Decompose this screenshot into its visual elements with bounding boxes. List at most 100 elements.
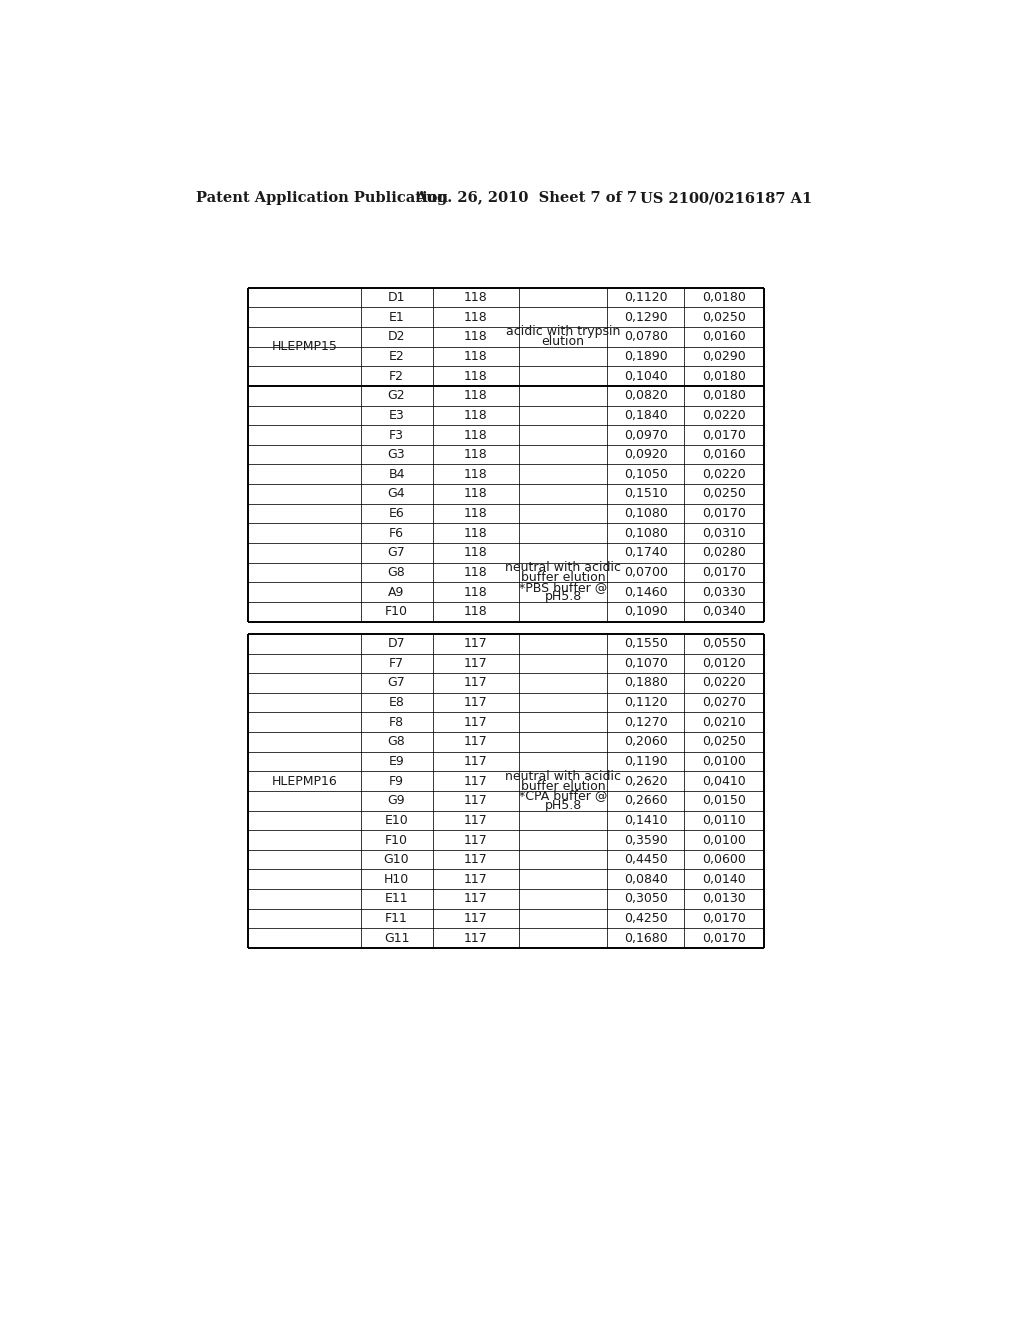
Text: 118: 118 <box>464 606 487 618</box>
Text: 0,0270: 0,0270 <box>702 696 745 709</box>
Text: 0,0160: 0,0160 <box>702 330 745 343</box>
Text: D7: D7 <box>388 638 406 651</box>
Text: 0,1190: 0,1190 <box>624 755 668 768</box>
Text: Patent Application Publication: Patent Application Publication <box>197 191 449 206</box>
Text: HLEPMP16: HLEPMP16 <box>271 775 337 788</box>
Text: US 2100/0216187 A1: US 2100/0216187 A1 <box>640 191 812 206</box>
Text: G2: G2 <box>388 389 406 403</box>
Text: 117: 117 <box>464 657 487 669</box>
Text: G9: G9 <box>388 795 406 808</box>
Text: 0,0780: 0,0780 <box>624 330 668 343</box>
Text: 117: 117 <box>464 755 487 768</box>
Text: 117: 117 <box>464 735 487 748</box>
Text: 0,2660: 0,2660 <box>624 795 668 808</box>
Text: 118: 118 <box>464 350 487 363</box>
Text: 117: 117 <box>464 833 487 846</box>
Text: E9: E9 <box>389 755 404 768</box>
Text: 118: 118 <box>464 389 487 403</box>
Text: E8: E8 <box>388 696 404 709</box>
Text: 117: 117 <box>464 853 487 866</box>
Text: 0,0920: 0,0920 <box>624 449 668 461</box>
Text: 0,4450: 0,4450 <box>624 853 668 866</box>
Text: 118: 118 <box>464 507 487 520</box>
Text: E1: E1 <box>389 310 404 323</box>
Text: D2: D2 <box>388 330 406 343</box>
Text: Aug. 26, 2010  Sheet 7 of 7: Aug. 26, 2010 Sheet 7 of 7 <box>415 191 637 206</box>
Text: 0,0100: 0,0100 <box>702 755 745 768</box>
Text: 0,1550: 0,1550 <box>624 638 668 651</box>
Text: 118: 118 <box>464 409 487 422</box>
Text: G8: G8 <box>388 735 406 748</box>
Text: 0,1740: 0,1740 <box>624 546 668 560</box>
Text: G11: G11 <box>384 932 410 945</box>
Text: F10: F10 <box>385 833 408 846</box>
Text: 0,0410: 0,0410 <box>702 775 745 788</box>
Text: 0,0180: 0,0180 <box>702 389 745 403</box>
Text: F8: F8 <box>389 715 404 729</box>
Text: 0,0170: 0,0170 <box>702 912 745 925</box>
Text: 0,0140: 0,0140 <box>702 873 745 886</box>
Text: 118: 118 <box>464 527 487 540</box>
Text: 0,0840: 0,0840 <box>624 873 668 886</box>
Text: E3: E3 <box>389 409 404 422</box>
Text: 118: 118 <box>464 467 487 480</box>
Text: 0,1460: 0,1460 <box>624 586 668 598</box>
Text: 0,1120: 0,1120 <box>624 292 668 304</box>
Text: 0,0220: 0,0220 <box>702 409 745 422</box>
Text: 0,1120: 0,1120 <box>624 696 668 709</box>
Text: 118: 118 <box>464 449 487 461</box>
Text: 0,0290: 0,0290 <box>702 350 745 363</box>
Text: 117: 117 <box>464 715 487 729</box>
Text: buffer elution: buffer elution <box>521 572 605 583</box>
Text: buffer elution: buffer elution <box>521 780 605 792</box>
Text: 0,1290: 0,1290 <box>624 310 668 323</box>
Text: 0,0170: 0,0170 <box>702 507 745 520</box>
Text: 0,0600: 0,0600 <box>702 853 745 866</box>
Text: pH5.8: pH5.8 <box>545 590 582 603</box>
Text: 0,0210: 0,0210 <box>702 715 745 729</box>
Text: 117: 117 <box>464 795 487 808</box>
Text: 0,0170: 0,0170 <box>702 429 745 441</box>
Text: 0,0250: 0,0250 <box>702 735 745 748</box>
Text: 118: 118 <box>464 546 487 560</box>
Text: 0,1040: 0,1040 <box>624 370 668 383</box>
Text: 0,0220: 0,0220 <box>702 467 745 480</box>
Text: 0,1080: 0,1080 <box>624 507 668 520</box>
Text: B4: B4 <box>388 467 404 480</box>
Text: 117: 117 <box>464 873 487 886</box>
Text: 0,0100: 0,0100 <box>702 833 745 846</box>
Text: neutral with acidic: neutral with acidic <box>505 770 622 783</box>
Text: 0,0120: 0,0120 <box>702 657 745 669</box>
Text: 0,0180: 0,0180 <box>702 370 745 383</box>
Text: 0,0340: 0,0340 <box>702 606 745 618</box>
Text: neutral with acidic: neutral with acidic <box>505 561 622 574</box>
Text: 0,0250: 0,0250 <box>702 487 745 500</box>
Text: 0,0150: 0,0150 <box>702 795 745 808</box>
Text: 0,1840: 0,1840 <box>624 409 668 422</box>
Text: 0,1680: 0,1680 <box>624 932 668 945</box>
Text: G3: G3 <box>388 449 406 461</box>
Text: 0,1270: 0,1270 <box>624 715 668 729</box>
Text: 0,0170: 0,0170 <box>702 566 745 579</box>
Text: 0,3590: 0,3590 <box>624 833 668 846</box>
Text: 117: 117 <box>464 912 487 925</box>
Text: elution: elution <box>542 335 585 348</box>
Text: 117: 117 <box>464 676 487 689</box>
Text: 117: 117 <box>464 932 487 945</box>
Text: 0,0170: 0,0170 <box>702 932 745 945</box>
Text: F9: F9 <box>389 775 404 788</box>
Text: 117: 117 <box>464 696 487 709</box>
Text: 0,0700: 0,0700 <box>624 566 668 579</box>
Text: G10: G10 <box>384 853 410 866</box>
Text: pH5.8: pH5.8 <box>545 799 582 812</box>
Text: 0,0550: 0,0550 <box>702 638 745 651</box>
Text: 117: 117 <box>464 814 487 826</box>
Text: 0,0130: 0,0130 <box>702 892 745 906</box>
Text: 118: 118 <box>464 429 487 441</box>
Text: 0,4250: 0,4250 <box>624 912 668 925</box>
Text: A9: A9 <box>388 586 404 598</box>
Text: 0,1080: 0,1080 <box>624 527 668 540</box>
Text: 118: 118 <box>464 487 487 500</box>
Text: G7: G7 <box>388 676 406 689</box>
Text: G8: G8 <box>388 566 406 579</box>
